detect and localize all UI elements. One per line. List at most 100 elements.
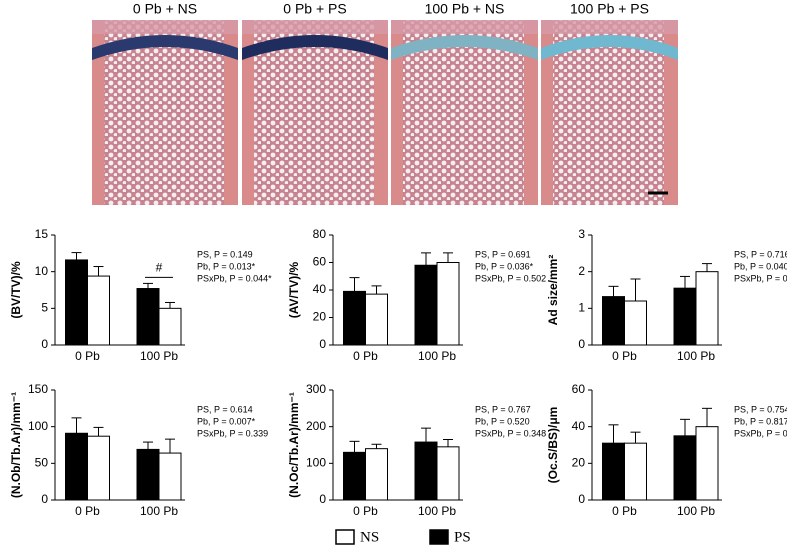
stat-annotation: PSxPb, P = 0.339 — [197, 428, 268, 438]
y-tick-label: 10 — [35, 264, 49, 278]
bar — [673, 435, 697, 501]
stat-annotation: Pb, P = 0.013* — [197, 261, 256, 271]
legend-swatch — [429, 529, 449, 545]
bar — [87, 435, 110, 501]
epiphysis — [242, 20, 388, 34]
y-tick-label: 5 — [41, 301, 48, 315]
chart: 0 20 40 60 (Oc.S/BS)/μm 0 Pb 100 Pb PS, P = 0.7… — [546, 382, 787, 518]
x-tick-label: 100 Pb — [677, 349, 715, 363]
x-tick-label: 0 Pb — [612, 349, 637, 363]
stat-annotation: PSxPb, P = 0.449 — [734, 428, 787, 438]
stat-annotation: Pb, P = 0.040* — [734, 261, 787, 271]
bar — [343, 451, 366, 501]
chart: 0 50 100 150 (N.Ob/Tb.Ar)/mm⁻¹ 0 Pb 100 Pb PS, … — [9, 382, 268, 518]
x-tick-label: 100 Pb — [140, 504, 178, 518]
y-tick-label: 100 — [28, 419, 48, 433]
y-tick-label: 60 — [313, 255, 327, 269]
stat-annotation: Pb, P = 0.520 — [475, 416, 530, 426]
y-tick-label: 100 — [306, 456, 326, 470]
bar — [695, 271, 719, 346]
x-tick-label: 0 Pb — [612, 504, 637, 518]
stat-annotation: PSxPb, P = 0.502 — [475, 273, 546, 283]
bar — [343, 290, 366, 346]
x-tick-label: 100 Pb — [140, 349, 178, 363]
y-tick-label: 50 — [35, 456, 49, 470]
chart: 0 1 2 3 Ad size/mm² 0 Pb 100 Pb PS, P = 0.716 Pb… — [546, 227, 787, 363]
y-axis-label: (N.Ob/Tb.Ar)/mm⁻¹ — [9, 392, 23, 498]
stat-annotation: PS, P = 0.614 — [197, 404, 253, 414]
y-axis-label: (AV/TV)/% — [287, 261, 301, 318]
stat-annotation: PS, P = 0.691 — [475, 249, 531, 259]
y-axis-label: (N.Oc/Tb.Ar)/mm⁻¹ — [287, 392, 301, 498]
epiphysis — [391, 20, 538, 34]
stat-annotation: PS, P = 0.767 — [475, 404, 531, 414]
y-axis-label: (Oc.S/BS)/μm — [546, 407, 560, 484]
y-tick-label: 40 — [572, 419, 586, 433]
cortex — [374, 20, 388, 205]
epiphysis — [541, 20, 678, 34]
y-tick-label: 0 — [578, 337, 585, 351]
significance-marker: # — [156, 261, 163, 275]
bar — [158, 452, 182, 501]
bar — [65, 259, 88, 346]
y-tick-label: 3 — [578, 227, 585, 241]
legend-label: PS — [454, 529, 471, 545]
stat-annotation: PS, P = 0.754 — [734, 404, 787, 414]
y-tick-label: 40 — [313, 282, 327, 296]
bar — [695, 426, 719, 501]
image-title: 0 Pb + NS — [133, 1, 197, 17]
stat-annotation: PSxPb, P = 0.044* — [197, 273, 272, 283]
y-tick-label: 0 — [319, 337, 326, 351]
y-tick-label: 80 — [313, 227, 327, 241]
stat-annotation: PSxPb, P = 0.666 — [734, 273, 787, 283]
bar — [436, 446, 460, 501]
bar — [87, 275, 110, 346]
growth-plate — [242, 35, 388, 60]
bar — [414, 441, 438, 501]
y-tick-label: 1 — [578, 301, 585, 315]
y-axis-label: (BV/TV)/% — [9, 261, 23, 319]
x-tick-label: 0 Pb — [75, 504, 100, 518]
x-tick-label: 0 Pb — [75, 349, 100, 363]
cortex — [92, 20, 104, 205]
y-tick-label: 60 — [572, 382, 586, 396]
y-tick-label: 15 — [35, 227, 49, 241]
stat-annotation: PS, P = 0.149 — [197, 249, 253, 259]
stat-annotation: PSxPb, P = 0.348 — [475, 428, 546, 438]
chart: 0 5 10 15 (BV/TV)/% 0 Pb 100 Pb # PS, P = 0.149 P… — [9, 227, 272, 363]
cortex — [541, 20, 553, 205]
bar — [65, 432, 88, 501]
y-tick-label: 0 — [319, 492, 326, 506]
stat-annotation: Pb, P = 0.036* — [475, 261, 534, 271]
bar — [673, 287, 697, 346]
bar — [158, 307, 182, 346]
growth-plate — [391, 35, 538, 60]
y-tick-label: 2 — [578, 264, 585, 278]
bar — [436, 262, 460, 346]
y-tick-label: 20 — [572, 456, 586, 470]
y-tick-label: 200 — [306, 419, 326, 433]
bar — [414, 264, 438, 346]
cortex — [664, 20, 678, 205]
bar — [136, 448, 160, 501]
y-axis-label: Ad size/mm² — [546, 255, 560, 326]
histology-row: 0 Pb + NS 0 Pb + PS 100 Pb + NS 100 Pb + PS — [92, 1, 678, 205]
x-tick-label: 100 Pb — [418, 504, 456, 518]
epiphysis — [92, 20, 238, 34]
growth-plate — [541, 35, 678, 60]
y-tick-label: 0 — [41, 492, 48, 506]
legend: NS PS — [335, 529, 471, 545]
y-tick-label: 0 — [41, 337, 48, 351]
bar — [624, 442, 647, 501]
y-tick-label: 150 — [28, 382, 48, 396]
bar — [602, 296, 625, 346]
x-tick-label: 100 Pb — [418, 349, 456, 363]
cortex — [224, 20, 238, 205]
y-tick-label: 300 — [306, 382, 326, 396]
bar — [624, 300, 647, 346]
image-title: 100 Pb + PS — [570, 1, 649, 17]
bar — [136, 288, 160, 346]
cortex — [242, 20, 254, 205]
